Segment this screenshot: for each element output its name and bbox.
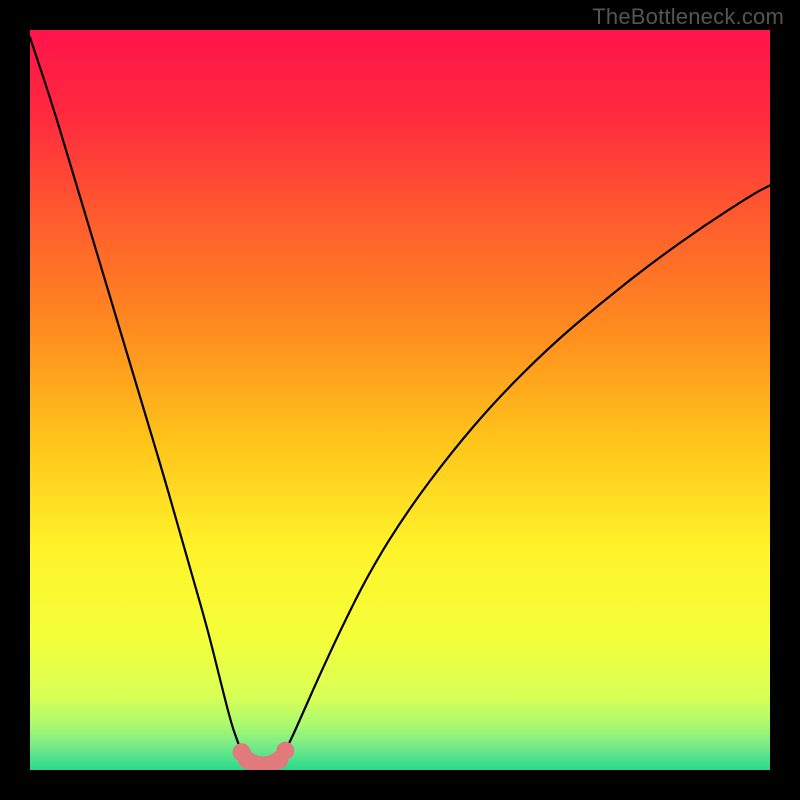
watermark-text: TheBottleneck.com [592,4,784,30]
chart-plot-area [30,30,770,770]
curve-marker [276,742,294,760]
curve-segment [279,185,770,759]
chart-curve-layer [30,30,770,770]
curve-segment [30,37,247,759]
